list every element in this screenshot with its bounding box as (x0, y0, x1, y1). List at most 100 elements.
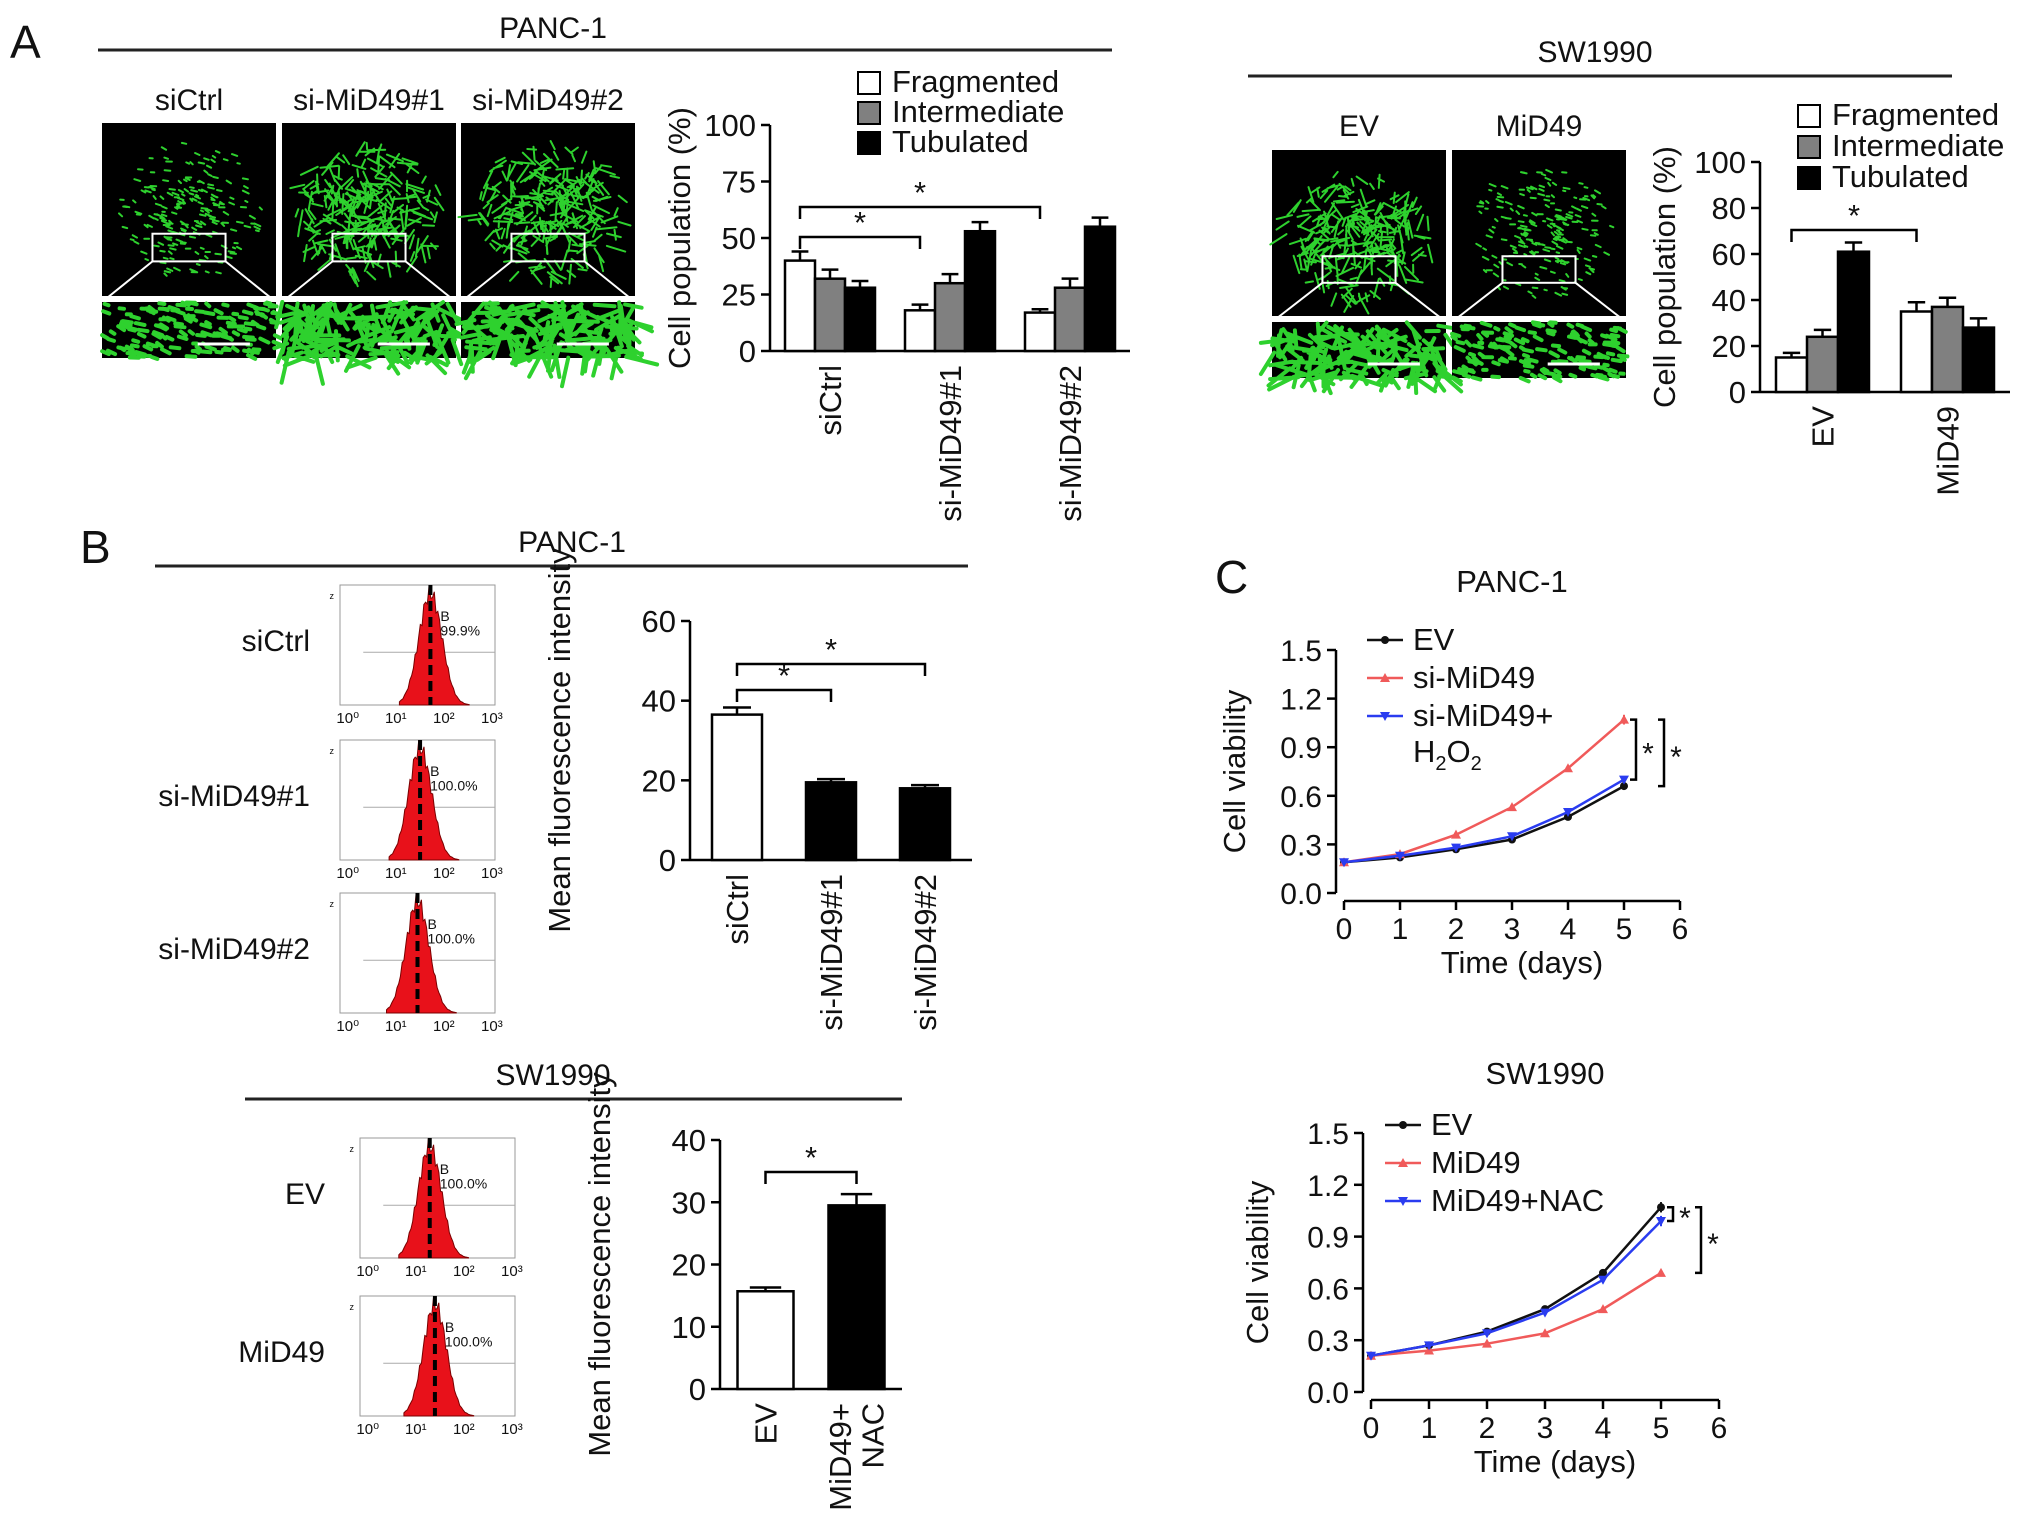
panel-b-bottom-title: SW1990 (495, 1059, 610, 1092)
bar (710, 713, 764, 862)
x-tick-label: 1 (1392, 913, 1409, 946)
data-point (1482, 1329, 1492, 1339)
data-point (1563, 808, 1573, 817)
significance-bracket (735, 688, 833, 702)
significance-bracket (1695, 1206, 1703, 1275)
y-tick-label: 10 (672, 1310, 706, 1345)
x-tick-label: 4 (1595, 1412, 1612, 1445)
legend-marker (1380, 712, 1390, 721)
histogram-tick: 10¹ (385, 1018, 407, 1035)
row-label: si-MiD49#1 (158, 780, 310, 813)
micrograph-background (102, 123, 276, 296)
histogram-b-top-0: siCtrl z B99.9% 10⁰ 10¹ 10² 10³ (242, 584, 503, 727)
data-point (1563, 763, 1573, 773)
significance-star: * (1679, 1202, 1691, 1235)
zoom-line (281, 260, 334, 303)
data-point (1656, 1217, 1666, 1227)
zoom-line (1574, 282, 1627, 323)
y-tick-label: 0 (1729, 375, 1746, 410)
y-tick-label: 0.3 (1307, 1325, 1349, 1358)
significance-star: * (778, 658, 790, 693)
legend-label: MiD49+NAC (1431, 1183, 1604, 1218)
data-point (1395, 851, 1405, 861)
chart-c-top-line: PANC-1 0.0 0.3 0.6 0.9 1.2 1.5 0 1 2 3 4 5 6 Time (day… (1217, 564, 1688, 980)
gate-percent: 100.0% (445, 1333, 492, 1349)
bar (843, 286, 877, 353)
significance-bracket (1658, 718, 1666, 788)
bar (933, 281, 967, 353)
legend-marker (1399, 1121, 1407, 1129)
y-tick-label: 25 (722, 278, 756, 313)
zoom-line (1451, 282, 1504, 323)
significance-bracket (735, 662, 927, 676)
y-tick-label: 1.2 (1280, 684, 1322, 717)
panel-letter-a: A (10, 16, 41, 68)
y-tick-label: 0 (739, 334, 756, 369)
legend-swatch (1797, 135, 1821, 159)
image-label: si-MiD49#1 (293, 84, 445, 117)
panel-b-bottom-header: SW1990 (245, 1059, 902, 1101)
histogram-tick: 10⁰ (336, 1018, 359, 1035)
series-line (1370, 1220, 1662, 1357)
bar (903, 309, 937, 353)
y-tick-label: 20 (1712, 329, 1746, 364)
histogram-tick: 10³ (481, 865, 503, 882)
histogram-tick: 10³ (501, 1421, 523, 1438)
x-tick-label: 0 (1336, 913, 1353, 946)
gate-label: B (445, 1319, 454, 1335)
image-label: EV (1339, 110, 1379, 143)
chart-title: PANC-1 (1456, 564, 1567, 599)
histogram-fill (388, 740, 460, 861)
x-axis-label: Time (days) (1474, 1444, 1636, 1479)
gate-label: B (430, 763, 439, 779)
significance-bracket (1667, 1206, 1675, 1223)
data-point (1619, 775, 1629, 785)
y-tick-label: 100 (704, 108, 756, 143)
x-tick-label: 4 (1560, 913, 1577, 946)
micrograph-a-left-0 (100, 123, 285, 361)
y-tick-label: 0.6 (1280, 781, 1322, 814)
zoom-line (101, 260, 154, 303)
gate-label: B (428, 916, 437, 932)
bar (963, 229, 997, 353)
x-tick-label: 3 (1537, 1412, 1554, 1445)
panel-b-top-header: PANC-1 (155, 526, 968, 568)
histogram-tick: 10¹ (385, 865, 407, 882)
image-label: MiD49 (1496, 110, 1583, 143)
zoom-line (404, 260, 457, 303)
x-category-label: NAC (856, 1403, 891, 1468)
panel-letter-c: C (1215, 551, 1248, 603)
y-tick-label: 0 (659, 843, 676, 878)
legend-label: Intermediate (892, 94, 1064, 129)
data-point (1620, 782, 1628, 791)
histogram-fill (386, 893, 457, 1014)
histogram-tick: 10³ (481, 710, 503, 727)
data-point (1451, 829, 1461, 839)
histogram-tick: 10¹ (405, 1263, 427, 1280)
x-category-label: EV (748, 1403, 783, 1445)
data-point (1657, 1203, 1665, 1212)
x-category-label: MiD49 (1930, 406, 1965, 496)
series-line (1343, 778, 1625, 864)
y-tick-label: 1.5 (1307, 1118, 1349, 1151)
bar (813, 277, 847, 353)
series-line (1370, 1271, 1662, 1357)
bar (827, 1204, 886, 1391)
y-axis-label: Mean fluorescence intensity (542, 548, 577, 933)
series-line (1343, 785, 1625, 864)
panel-b-top-title: PANC-1 (518, 526, 626, 559)
y-tick-label: 100 (1694, 145, 1746, 180)
data-point (1424, 1341, 1434, 1351)
bar (1961, 326, 1996, 394)
y-tick-label: 75 (722, 165, 756, 200)
legend-label: EV (1413, 622, 1455, 657)
x-tick-label: 3 (1504, 913, 1521, 946)
row-label: EV (285, 1178, 325, 1211)
zoom-line (1271, 282, 1324, 323)
series-line (1370, 1206, 1662, 1357)
roi-box (1501, 255, 1577, 284)
chart-a-right-bar: 0 20 40 60 80 100 Cell population (%) EV MiD49 * F… (1647, 97, 2010, 496)
